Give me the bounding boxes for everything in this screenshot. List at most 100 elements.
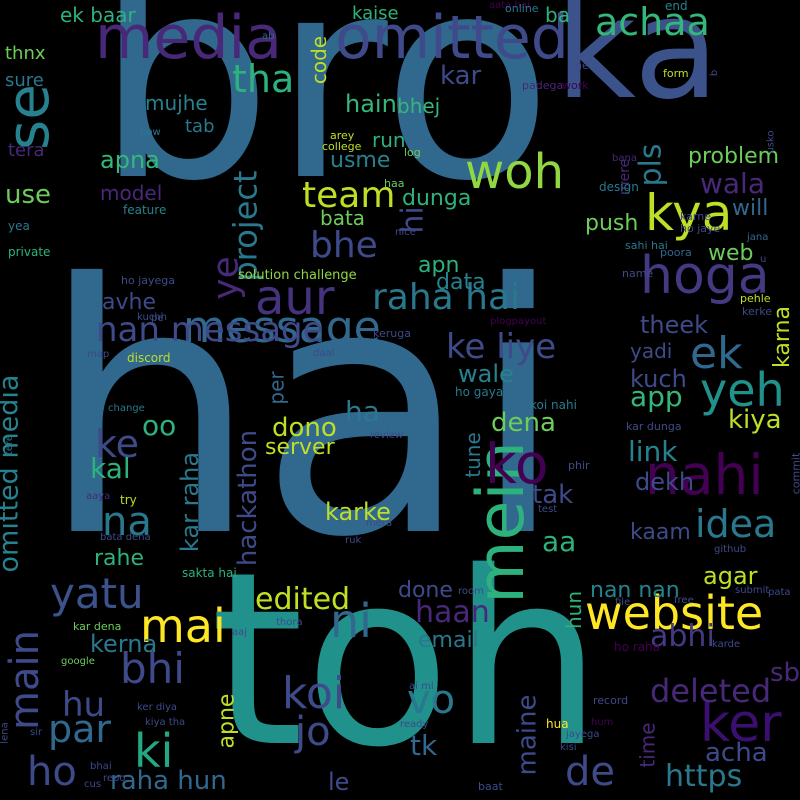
word-sir: sir (30, 727, 43, 738)
word-web: web (708, 241, 754, 266)
word-aa: aa (542, 525, 577, 558)
word-ke-liye: ke liye (446, 327, 557, 367)
word-tha: tha (232, 57, 295, 101)
word-nice: nice (395, 227, 416, 238)
word-hun: hun (562, 590, 587, 630)
word-ho-gaya: ho gaya (455, 385, 504, 399)
word-log: log (404, 146, 421, 159)
word-plogpayout: plogpayout (490, 316, 547, 327)
word-ruk: ruk (345, 535, 362, 546)
word-nan-nan: nan nan (590, 578, 680, 603)
word-kaise: kaise (352, 3, 399, 24)
word-wala: wala (700, 167, 765, 200)
word-haa: haa (384, 177, 405, 190)
word-end: end (665, 0, 688, 13)
word-map: map (87, 349, 110, 360)
word-sakta-hai: sakta hai (182, 566, 237, 580)
word-usko: usko (765, 130, 777, 154)
word-ki: ki (134, 724, 174, 778)
word-hackathon: hackathon (233, 429, 264, 567)
word-par: par (48, 707, 112, 751)
word-bata: bata (320, 206, 366, 230)
word-bata-dena: bata dena (100, 532, 151, 543)
word-kar-dunga: kar dunga (626, 420, 682, 433)
word-ka: ka (555, 0, 720, 131)
word-will: will (732, 196, 769, 221)
word-work: work (562, 79, 589, 92)
word-bhi: bhi (120, 644, 185, 693)
word-le: le (328, 768, 350, 796)
word-ker: ker (700, 694, 782, 754)
word-yatu: yatu (50, 569, 144, 618)
word-na: na (102, 499, 152, 545)
word-ker-diya: ker diya (137, 702, 178, 713)
word-bhej: bhej (397, 94, 441, 118)
word-ha: ha (345, 395, 380, 428)
word-padega: padega (522, 79, 564, 92)
word-tere: tere (4, 434, 16, 456)
word-google: google (61, 656, 95, 667)
word-email: email (418, 628, 479, 653)
word-bana: bana (612, 153, 637, 164)
word-wale: wale (458, 360, 514, 388)
word-thnx: thnx (5, 43, 46, 64)
word-kar: kar (440, 61, 482, 91)
word-discord: discord (127, 351, 171, 365)
word-aaya: aaya (86, 491, 111, 502)
word-tak: tak (532, 480, 574, 510)
word-toh: toh (210, 520, 604, 800)
word-b: b (709, 69, 721, 77)
word-tune: tune (460, 432, 485, 478)
word-message: message (183, 302, 381, 353)
word-pe: pe (151, 313, 164, 324)
word-oo: oo (142, 409, 177, 442)
word-daal: daal (313, 348, 335, 359)
word-poora: poora (660, 246, 692, 259)
word-sb: sb (770, 658, 800, 688)
word-karne: karne (680, 210, 711, 223)
word-main: main (1, 630, 48, 730)
word-ai-ml: ai ml (409, 681, 434, 692)
word-yadi: yadi (630, 339, 673, 363)
word-mujhe: mujhe (145, 91, 208, 115)
word-dunga: dunga (402, 186, 472, 211)
word-kal: kal (90, 452, 131, 485)
word-ready: ready (400, 719, 429, 730)
word-kar-raha: kar raha (176, 451, 205, 553)
word-arey: arey (330, 129, 355, 142)
word-cus: cus (84, 779, 102, 790)
word-abhi: abhi (650, 619, 715, 654)
word-thora: thora (276, 617, 303, 628)
word-now: now (140, 127, 161, 138)
word-idea: idea (695, 502, 777, 546)
word-aur: aur (255, 270, 335, 326)
word-usme: usme (330, 148, 391, 173)
word-maine: maine (512, 694, 543, 776)
word-nahi: nahi (645, 443, 764, 507)
word-hu: hu (62, 685, 106, 725)
word-use: use (5, 180, 52, 210)
word-college: college (322, 140, 362, 153)
word-dono: dono (272, 413, 337, 443)
word-app: app (630, 380, 683, 413)
word-form: form (663, 67, 689, 80)
word-try: try (120, 493, 137, 507)
word-change: change (108, 403, 145, 414)
word-hain: hain (345, 90, 397, 118)
word-per: per (264, 371, 289, 405)
word-ba: ba (545, 3, 570, 27)
word-pehle: pehle (740, 292, 771, 305)
word-kar-dena: kar dena (73, 620, 122, 633)
word-achaa: achaa (595, 0, 710, 44)
word-ho-jayega: ho jayega (121, 274, 175, 287)
word-bhai: bhai (90, 761, 112, 772)
word-jo: jo (295, 709, 331, 755)
word-dena: dena (491, 408, 556, 438)
word-lena: lena (0, 722, 11, 744)
word-link: link (628, 435, 678, 468)
word-need: need (131, 141, 156, 152)
word-tera: tera (8, 140, 45, 161)
word-data: data (436, 270, 486, 295)
word-kisi: kisi (560, 742, 577, 753)
